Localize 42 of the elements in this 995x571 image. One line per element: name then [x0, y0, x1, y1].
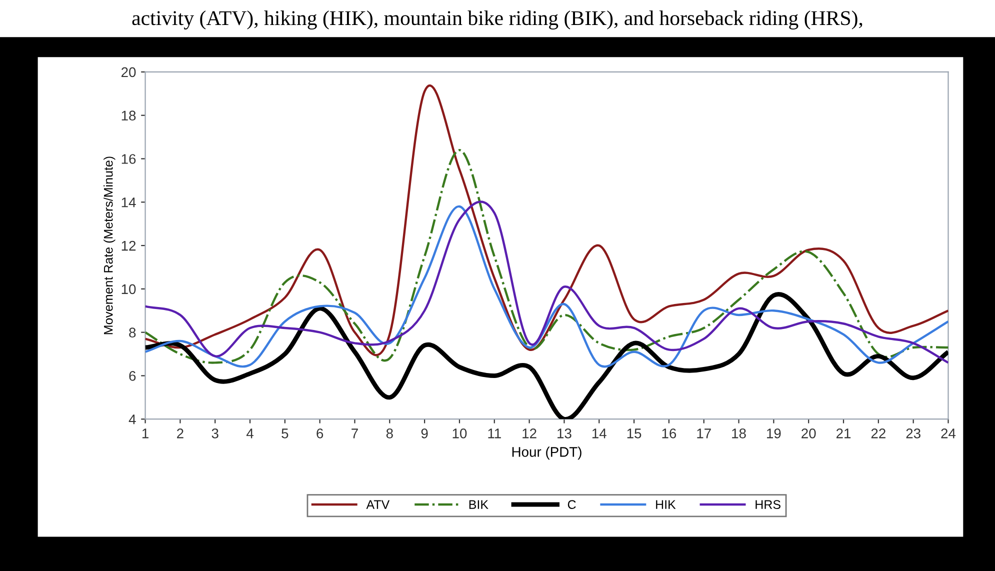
x-tick-label: 7 — [352, 428, 358, 438]
x-tick-label: 2 — [177, 428, 184, 438]
y-tick-label: 20 — [121, 67, 136, 78]
y-tick-label: 16 — [122, 154, 136, 164]
y-tick-label: 6 — [129, 371, 136, 381]
text: activity (ATV), hiking (HIK), mountain bike riding (BIK), and horseback riding (HRS), — [132, 10, 862, 30]
y-tick-label: 14 — [122, 198, 136, 208]
legend-label: ATV — [366, 500, 390, 509]
x-tick-label: 13 — [558, 428, 572, 438]
y-tick-label: 8 — [129, 328, 136, 338]
x-tick-label: 18 — [732, 428, 746, 438]
y-axis-title: Movement Rate (Meters/Minute) — [104, 156, 116, 334]
x-tick-label: 24 — [941, 428, 956, 438]
x-tick-label: 9 — [421, 428, 428, 438]
x-tick-label: 3 — [212, 428, 218, 438]
x-tick-label: 17 — [697, 428, 711, 438]
x-tick-label: 10 — [452, 428, 467, 438]
legend-label: HRS — [756, 500, 780, 509]
x-axis-title: Hour (PDT) — [512, 446, 582, 460]
legend-label: C — [568, 500, 576, 509]
line-series — [145, 148, 948, 364]
x-tick-label: 14 — [592, 428, 606, 438]
x-tick-label: 8 — [386, 428, 393, 438]
x-tick-label: 19 — [767, 428, 781, 438]
x-tick-label: 1 — [142, 428, 148, 438]
x-tick-label: 12 — [522, 428, 536, 438]
x-tick-label: 5 — [282, 428, 288, 438]
x-tick-label: 20 — [802, 428, 816, 438]
legend-label: HIK — [656, 500, 676, 509]
legend-label: BIK — [469, 500, 488, 509]
x-tick-label: 4 — [246, 428, 254, 438]
y-tick-label: 12 — [122, 240, 136, 251]
x-tick-label: 16 — [662, 428, 676, 438]
x-tick-label: 11 — [488, 428, 501, 438]
x-tick-label: 21 — [836, 428, 851, 438]
y-tick-label: 10 — [122, 284, 136, 294]
x-tick-label: 23 — [906, 428, 920, 438]
y-tick-label: 4 — [128, 414, 136, 424]
x-tick-label: 15 — [627, 428, 642, 438]
y-tick-label: 18 — [122, 110, 136, 121]
x-tick-label: 6 — [316, 428, 324, 438]
x-tick-label: 22 — [871, 428, 886, 438]
